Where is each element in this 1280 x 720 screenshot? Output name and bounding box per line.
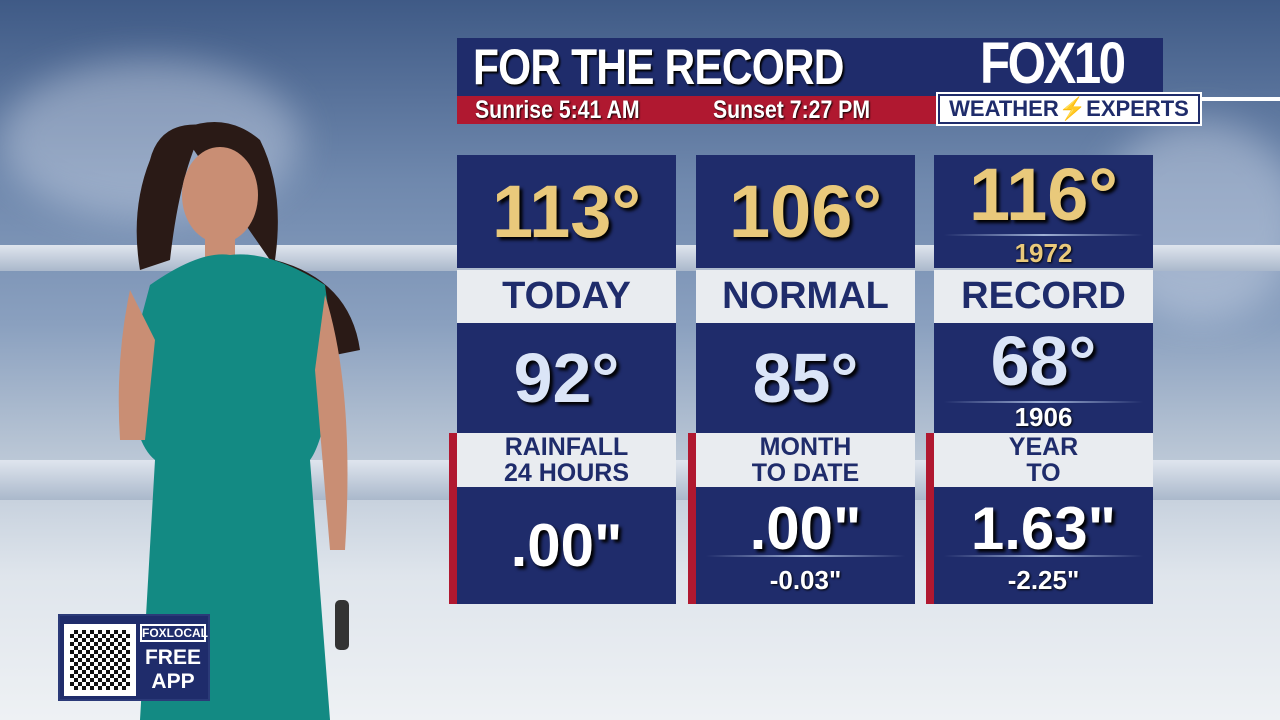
- free-app-text: FREE APP: [144, 646, 201, 693]
- foxlocal-logo: FOXLOCAL: [140, 624, 208, 642]
- column-label: RECORD: [934, 270, 1153, 323]
- low-temp: 68°: [990, 322, 1097, 400]
- low-record-year: 1906: [1014, 402, 1073, 432]
- column-today: 113° TODAY 92° RAINFALL 24 HOURS .00": [449, 155, 676, 604]
- title-bar: FOR THE RECORD: [457, 38, 1163, 96]
- low-temp: 92°: [513, 339, 620, 417]
- rainfall-value: .00": [510, 511, 623, 579]
- rain-label: MONTH TO DATE: [696, 433, 915, 487]
- red-tab: [449, 433, 457, 604]
- logo-tagline: WEATHER: [949, 96, 1059, 121]
- column-record: 116° 1972 RECORD 68° 1906 YEAR TO DATE 1…: [926, 152, 1153, 604]
- column-label: TODAY: [457, 270, 676, 323]
- rain-label: YEAR TO DATE: [934, 433, 1153, 512]
- sunrise-time: Sunrise 5:41 AM: [475, 96, 640, 124]
- high-temp: 116°: [969, 152, 1118, 236]
- red-tab: [926, 433, 934, 604]
- divider: [706, 555, 905, 557]
- column-label: NORMAL: [696, 270, 915, 323]
- divider: [944, 401, 1143, 403]
- high-record-year: 1972: [1014, 237, 1073, 268]
- rain-label: RAINFALL 24 HOURS: [457, 433, 676, 487]
- divider: [944, 234, 1143, 236]
- lightning-icon: ⚡: [1058, 96, 1087, 121]
- high-temp: 113°: [492, 169, 641, 253]
- presenter: [118, 122, 360, 720]
- rainfall-value: .00": [749, 494, 862, 562]
- sun-times-bar: Sunrise 5:41 AM Sunset 7:27 PM: [457, 96, 937, 124]
- sunset-time: Sunset 7:27 PM: [713, 96, 871, 124]
- rainfall-departure: -0.03": [769, 564, 842, 595]
- rainfall-value: 1.63": [970, 494, 1117, 562]
- high-temp: 106°: [728, 169, 883, 253]
- weather-experts-logo: WEATHER⚡EXPERTS: [936, 92, 1202, 126]
- low-temp: 85°: [752, 339, 859, 417]
- free-app-promo[interactable]: FOXLOCAL FREE APP: [58, 614, 210, 701]
- qr-code[interactable]: [64, 624, 136, 696]
- fox10-logo: FOX10: [980, 31, 1126, 96]
- divider: [944, 555, 1143, 557]
- logo-tagline2: EXPERTS: [1086, 96, 1189, 121]
- column-normal: 106° NORMAL 85° MONTH TO DATE .00" -0.03…: [688, 155, 915, 604]
- page-title: FOR THE RECORD: [473, 39, 844, 95]
- divider: [1200, 97, 1280, 101]
- rainfall-departure: -2.25": [1007, 564, 1080, 595]
- red-tab: [688, 433, 696, 604]
